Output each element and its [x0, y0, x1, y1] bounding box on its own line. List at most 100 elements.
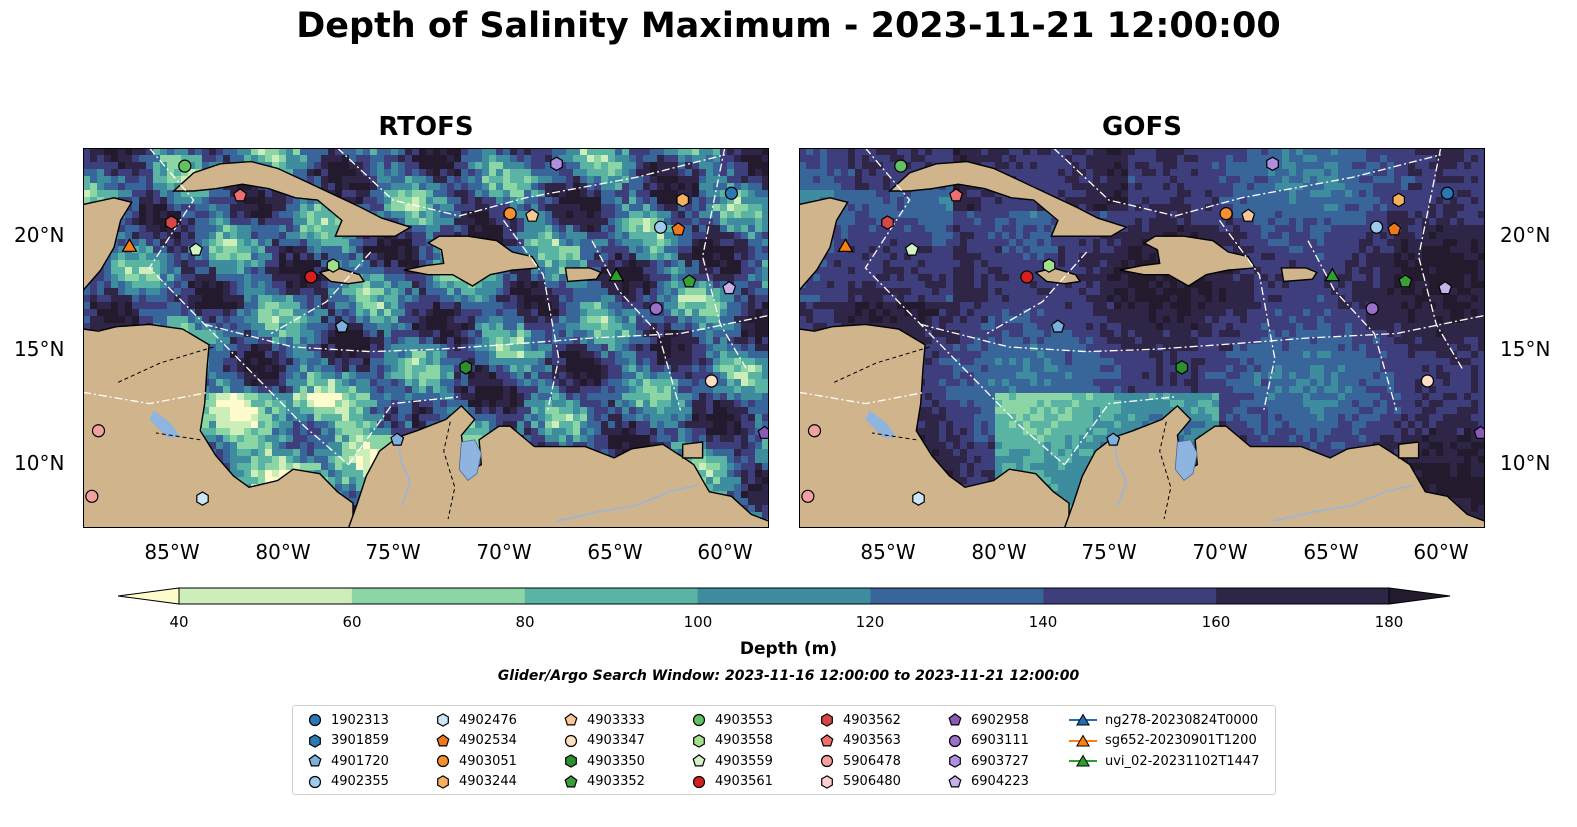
rtofs-eez-line-5	[591, 240, 682, 411]
legend-item-4903563: 4903563	[819, 731, 901, 751]
legend-label: 4903563	[843, 733, 901, 748]
legend-item-6902958: 6902958	[947, 710, 1029, 730]
rtofs-float-4902476	[196, 491, 209, 506]
rtofs-land-south-america	[347, 404, 769, 528]
legend-marker-4902476	[437, 713, 449, 727]
legend-marker-4903562	[821, 713, 833, 727]
lat-tick-right-15: 15°N	[1500, 337, 1551, 361]
rtofs-float-6904223	[722, 280, 737, 295]
lon-tick-rtofs-85: 85°W	[144, 540, 200, 564]
rtofs-glider-uvi_02-20231102T1447	[608, 267, 625, 282]
gofs-map-panel[interactable]	[799, 148, 1485, 528]
rtofs-eez-line-8	[347, 396, 460, 466]
gofs-eez-line-2	[920, 314, 1485, 353]
legend-item-6903111: 6903111	[947, 731, 1029, 751]
legend-marker-4903559	[692, 754, 706, 767]
rtofs-float-4901720	[334, 319, 349, 333]
rtofs-float-4903563	[233, 188, 248, 202]
rtofs-float-4903051	[503, 206, 517, 221]
gofs-float-4901720	[1050, 319, 1065, 333]
legend-label: sg652-20230901T1200	[1105, 733, 1257, 748]
legend-item-4903347: 4903347	[563, 731, 645, 751]
legend-label: 6903727	[971, 753, 1029, 769]
colorbar-tick-100: 100	[683, 613, 713, 631]
gofs-land-puerto-rico	[1280, 267, 1318, 283]
rtofs-float-5906478	[91, 424, 106, 438]
rtofs-float-4903333	[525, 208, 540, 222]
lon-tick-rtofs-60: 60°W	[697, 540, 753, 564]
rtofs-lake-nicaragua	[149, 410, 181, 438]
colorbar-tick-40: 40	[169, 613, 189, 631]
rtofs-map	[83, 148, 769, 528]
legend-label: 6903111	[971, 733, 1029, 748]
legend-item-4903559: 4903559	[691, 751, 773, 771]
gofs-float-1902313	[1440, 186, 1454, 200]
legend-label: 5906478	[843, 753, 901, 769]
rtofs-frame	[83, 148, 769, 528]
gofs-land-central-america-south	[799, 323, 1070, 528]
colorbar-segment-6	[1216, 588, 1390, 604]
rtofs-eez-line-2	[204, 314, 769, 353]
lat-tick-left-10: 10°N	[14, 451, 65, 475]
gofs-eez-line-6	[1417, 148, 1464, 371]
legend-marker-4903333	[564, 713, 578, 726]
legend-marker-1902313	[308, 713, 322, 727]
colorbar-extend-high	[1388, 587, 1451, 605]
rtofs-float-4903562	[165, 215, 178, 230]
rtofs-float-4901720	[390, 432, 405, 446]
rtofs-glider-sg652-20230901T1200	[121, 238, 138, 252]
rtofs-land-cuba	[171, 160, 413, 237]
legend-marker-6902958	[948, 713, 962, 726]
rtofs-float-4903347	[704, 374, 719, 388]
gofs-land-south-america	[1063, 404, 1485, 528]
gofs-float-4902355	[1369, 220, 1384, 234]
gofs-float-4901720	[1106, 432, 1121, 446]
legend-item-sg652-20230901T1200: sg652-20230901T1200	[1069, 731, 1257, 751]
legend-label: 1902313	[331, 712, 389, 728]
gofs-river-magdalena	[1112, 437, 1128, 506]
rtofs-float-4903553	[178, 159, 192, 173]
gofs-float-4902534	[1387, 222, 1402, 236]
legend-label: uvi_02-20231102T1447	[1105, 753, 1260, 769]
gofs-border-honduras-nicaragua	[831, 346, 930, 384]
gofs-land-hispaniola	[1119, 235, 1257, 287]
gofs-float-4903563	[949, 188, 964, 202]
rtofs-map-panel[interactable]	[83, 148, 769, 528]
gofs-lake-maracaibo	[1174, 439, 1198, 482]
legend-item-ng278-20230824T0000: ng278-20230824T0000	[1069, 710, 1258, 730]
legend-item-6904223: 6904223	[947, 772, 1029, 792]
colorbar-tick-160: 160	[1201, 613, 1231, 631]
legend-label: 4902534	[459, 733, 517, 748]
legend-marker-6903111	[948, 734, 962, 747]
rtofs-float-4903352	[682, 274, 697, 288]
legend-marker-5906478	[820, 754, 834, 768]
legend-item-4903352: 4903352	[563, 772, 645, 792]
gofs-river-orinoco	[1272, 484, 1415, 522]
gofs-land-trinidad	[1398, 441, 1420, 459]
rtofs-land-central-america-south	[83, 323, 354, 528]
legend-label: 4903553	[715, 712, 773, 728]
rtofs-float-6902958	[757, 425, 769, 439]
legend-label: 4901720	[331, 753, 389, 769]
gofs-float-4903562	[881, 215, 894, 230]
gofs-float-6903727	[1266, 156, 1279, 172]
colorbar-label: Depth (m)	[739, 639, 838, 659]
gofs-float-4903559	[904, 242, 919, 256]
legend-marker-4903352	[564, 774, 578, 787]
gofs-eez-line-1	[1053, 148, 1441, 217]
colorbar-segment-5	[1043, 588, 1217, 604]
colorbar-tick-120: 120	[855, 613, 885, 631]
rtofs-land-puerto-rico	[564, 267, 602, 283]
legend-label: 5906480	[843, 774, 901, 789]
panel-title-rtofs: RTOFS	[378, 112, 474, 142]
legend-item-4903333: 4903333	[563, 710, 645, 730]
lat-tick-right-20: 20°N	[1500, 223, 1551, 247]
gofs-lake-nicaragua	[865, 410, 897, 438]
rtofs-border-nicaragua-costarica	[155, 432, 201, 441]
legend-marker-3901859	[309, 733, 321, 748]
legend-item-5906478: 5906478	[819, 751, 901, 771]
legend-label: 4903350	[587, 753, 645, 769]
gofs-float-6903111	[1365, 301, 1379, 316]
legend-item-5906480: 5906480	[819, 772, 901, 792]
colorbar-tick-140: 140	[1028, 613, 1058, 631]
